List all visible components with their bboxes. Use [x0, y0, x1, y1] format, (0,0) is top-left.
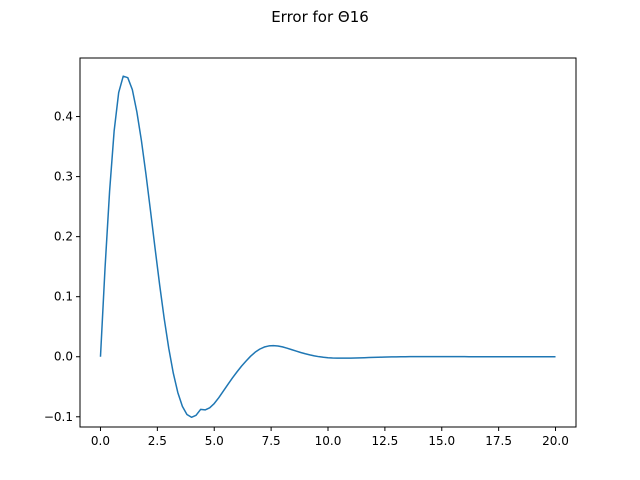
y-tick-label: −0.1 — [44, 410, 73, 424]
x-tick-label: 20.0 — [542, 434, 569, 448]
y-tick-label: 0.4 — [54, 110, 73, 124]
series-line-0 — [99, 75, 556, 419]
x-tick-label: 2.5 — [148, 434, 167, 448]
x-tick-label: 12.5 — [372, 434, 399, 448]
y-tick-label: 0.2 — [54, 230, 73, 244]
y-axis: −0.1 0.0 0.1 0.2 0.3 0.4 — [44, 110, 80, 424]
chart-title: Error for Θ16 — [271, 8, 369, 26]
x-tick-label: 17.5 — [485, 434, 512, 448]
y-tick-label: 0.0 — [54, 350, 73, 364]
plot-area — [99, 75, 556, 419]
x-tick-label: 7.5 — [262, 434, 281, 448]
x-tick-label: 5.0 — [205, 434, 224, 448]
y-tick-label: 0.1 — [54, 290, 73, 304]
y-tick-label: 0.3 — [54, 170, 73, 184]
x-tick-label: 10.0 — [315, 434, 342, 448]
x-axis: 0.0 2.5 5.0 7.5 10.0 12.5 15.0 17.5 20.0 — [91, 427, 569, 448]
axes-frame — [79, 57, 577, 428]
x-tick-label: 0.0 — [91, 434, 110, 448]
x-tick-label: 15.0 — [428, 434, 455, 448]
